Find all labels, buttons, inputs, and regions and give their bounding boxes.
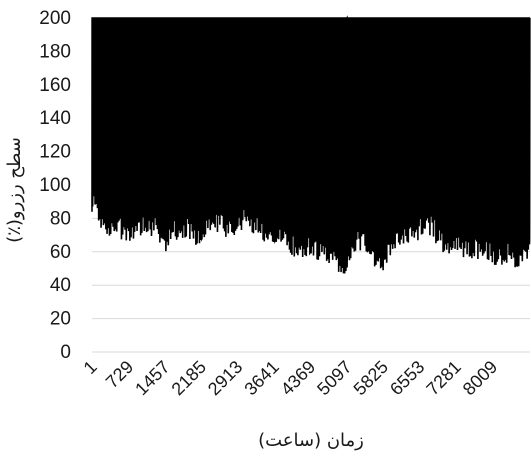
y-tick-label: 200 <box>39 8 71 29</box>
y-tick-label: 180 <box>39 41 71 62</box>
y-tick-label: 140 <box>39 108 71 129</box>
x-tick-label: 5825 <box>350 357 392 399</box>
x-tick-label: 3641 <box>240 357 282 399</box>
x-tick-label: 2913 <box>204 357 246 399</box>
x-tick-label: 4369 <box>277 357 319 399</box>
x-axis-ticks: 1 729145721852913364143695097582565537281… <box>80 357 502 399</box>
y-tick-label: 60 <box>50 242 71 263</box>
x-tick-label: 5097 <box>313 357 355 399</box>
series-line <box>91 15 531 274</box>
x-axis-title: زمان (ساعت) <box>258 430 364 451</box>
x-tick-label: 8009 <box>459 357 501 399</box>
y-tick-label: 80 <box>50 208 71 229</box>
x-tick-label: 7281 <box>422 357 464 399</box>
y-tick-label: 100 <box>39 175 71 196</box>
y-tick-label: 160 <box>39 75 71 96</box>
y-axis-ticks: 0 20 40 60 80 100 120 140 160 180 200 <box>39 8 71 363</box>
y-tick-label: 20 <box>50 309 71 330</box>
y-tick-label: 40 <box>50 275 71 296</box>
y-tick-label: 120 <box>39 142 71 163</box>
x-tick-label: 2185 <box>168 357 210 399</box>
x-tick-label: 1457 <box>131 357 173 399</box>
y-axis-title: سطح رزرو(٪) <box>4 137 25 243</box>
x-tick-label: 1 <box>80 357 101 378</box>
y-tick-label: 0 <box>60 342 71 363</box>
series-area <box>91 15 531 274</box>
x-tick-label: 6553 <box>386 357 428 399</box>
